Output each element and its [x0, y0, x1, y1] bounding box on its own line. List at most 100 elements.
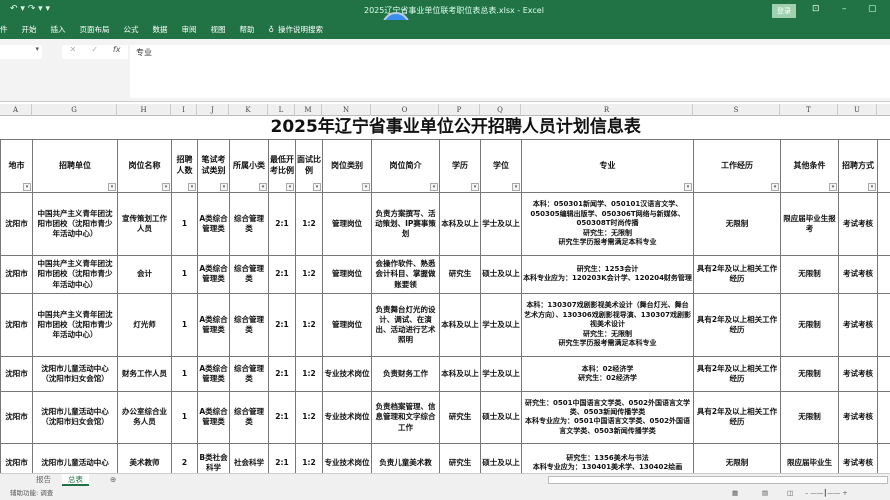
- header-cell[interactable]: 专业 ▾: [521, 138, 694, 193]
- table-cell[interactable]: 无限制: [780, 390, 839, 444]
- table-cell[interactable]: 会操作软件、熟悉会计科目、掌握做账要领: [371, 254, 440, 294]
- tab-home[interactable]: 开始: [21, 25, 37, 34]
- table-cell[interactable]: 沈阳市: [0, 254, 33, 294]
- table-cell[interactable]: 1: [171, 191, 198, 256]
- table-cell[interactable]: 负责财务工作: [371, 355, 440, 392]
- column-header[interactable]: T: [780, 104, 838, 116]
- column-header[interactable]: G: [32, 104, 117, 116]
- header-cell[interactable]: 学位 ▾: [480, 138, 522, 193]
- filter-dropdown-icon[interactable]: ▾: [868, 182, 876, 191]
- table-cell[interactable]: 限应届毕业生报考: [780, 191, 839, 256]
- header-cell[interactable]: 岗位名称 ▾: [117, 138, 172, 193]
- header-cell[interactable]: 招聘方式 ▾: [838, 138, 878, 193]
- table-cell[interactable]: 无限制: [693, 191, 781, 256]
- table-cell[interactable]: 2:1: [268, 390, 296, 444]
- header-cell[interactable]: 面试比例 ▾: [295, 138, 323, 193]
- filter-dropdown-icon[interactable]: ▾: [259, 182, 267, 191]
- table-cell[interactable]: 研究生：1356美术与书法 本科专业应为：130401美术学、130402绘画: [521, 442, 694, 473]
- header-cell[interactable]: 学历 ▾: [439, 138, 481, 193]
- column-header[interactable]: U: [838, 104, 877, 116]
- table-cell[interactable]: 本科：02经济学 研究生：02经济学: [521, 355, 694, 392]
- table-cell[interactable]: 1:2: [295, 254, 323, 294]
- table-cell[interactable]: 硕士及以上: [480, 442, 522, 473]
- column-header[interactable]: P: [439, 104, 480, 116]
- table-cell[interactable]: A类综合管理类: [197, 191, 230, 256]
- table-cell[interactable]: 无限制: [780, 355, 839, 392]
- tab-help[interactable]: 帮助: [239, 25, 255, 34]
- sheet-tab-summary[interactable]: 总表: [62, 474, 89, 486]
- table-cell[interactable]: 灯光师: [117, 292, 172, 357]
- sheet-tab-report[interactable]: 报告: [36, 475, 51, 484]
- table-cell[interactable]: 2:1: [268, 355, 296, 392]
- name-box[interactable]: ▾: [0, 45, 42, 59]
- table-cell[interactable]: A类综合管理类: [197, 254, 230, 294]
- filter-dropdown-icon[interactable]: ▾: [162, 182, 170, 191]
- column-header[interactable]: K: [229, 104, 268, 116]
- table-cell[interactable]: 1: [171, 292, 198, 357]
- table-cell[interactable]: 硕士及以上: [480, 390, 522, 444]
- header-cell[interactable]: 最低开考比例 ▾: [268, 138, 296, 193]
- table-cell[interactable]: 研究生: [439, 254, 481, 294]
- table-cell[interactable]: 综合管理类: [229, 292, 269, 357]
- column-header[interactable]: N: [322, 104, 371, 116]
- table-cell[interactable]: 研究生: [439, 442, 481, 473]
- login-button[interactable]: 登录: [772, 4, 796, 18]
- table-cell[interactable]: 无限制: [780, 292, 839, 357]
- column-header[interactable]: L: [268, 104, 295, 116]
- table-cell[interactable]: 本科及以上: [439, 191, 481, 256]
- fx-icon[interactable]: fx: [112, 45, 121, 54]
- tab-insert[interactable]: 插入: [50, 25, 66, 34]
- table-cell[interactable]: 社会科学: [229, 442, 269, 473]
- table-cell[interactable]: 1:2: [295, 292, 323, 357]
- table-cell[interactable]: 本科：130307戏剧影视美术设计（舞台灯光、舞台艺术方向）、130306戏剧影…: [521, 292, 694, 357]
- table-cell[interactable]: 沈阳市: [0, 191, 33, 256]
- filter-dropdown-icon[interactable]: ▾: [313, 182, 321, 191]
- add-sheet-icon[interactable]: ⊕: [110, 475, 117, 484]
- tab-review[interactable]: 审阅: [181, 25, 197, 34]
- table-cell[interactable]: 沈阳市: [0, 442, 33, 473]
- column-header[interactable]: I: [171, 104, 197, 116]
- column-header[interactable]: Q: [480, 104, 521, 116]
- column-header[interactable]: H: [117, 104, 171, 116]
- normal-view-icon[interactable]: ▦: [732, 489, 739, 497]
- filter-dropdown-icon[interactable]: ▾: [362, 182, 370, 191]
- table-cell[interactable]: 学士及以上: [480, 355, 522, 392]
- zoom-slider[interactable]: – ——┃—— +: [805, 489, 848, 497]
- table-cell[interactable]: 研究生：1253会计 本科专业应为：120203K会计学、120204财务管理: [521, 254, 694, 294]
- table-cell[interactable]: 1: [171, 254, 198, 294]
- tab-formulas[interactable]: 公式: [123, 25, 139, 34]
- table-cell[interactable]: 考试考核: [838, 191, 878, 256]
- header-cell[interactable]: 招聘单位 ▾: [32, 138, 118, 193]
- table-cell[interactable]: 沈阳市: [0, 292, 33, 357]
- table-cell[interactable]: 专业技术岗位: [322, 442, 372, 473]
- table-cell[interactable]: 考试考核: [838, 254, 878, 294]
- table-cell[interactable]: 综合管理类: [229, 254, 269, 294]
- ribbon-display-icon[interactable]: ⊡: [812, 4, 820, 14]
- header-cell[interactable]: 其他条件 ▾: [780, 138, 839, 193]
- table-cell[interactable]: 无限制: [780, 254, 839, 294]
- header-cell[interactable]: 工作经历 ▾: [693, 138, 781, 193]
- table-cell[interactable]: 2:1: [268, 292, 296, 357]
- table-cell[interactable]: 研究生：0501中国语言文学类、0502外国语言文学类、0503新闻传播学类 本…: [521, 390, 694, 444]
- table-cell[interactable]: 1:2: [295, 355, 323, 392]
- header-cell[interactable]: 笔试考试类别 ▾: [197, 138, 230, 193]
- filter-dropdown-icon[interactable]: ▾: [471, 182, 479, 191]
- enter-icon[interactable]: ✓: [91, 45, 98, 54]
- column-header[interactable]: A: [0, 104, 32, 116]
- restore-icon[interactable]: ▢: [868, 4, 877, 14]
- table-cell[interactable]: 考试考核: [838, 390, 878, 444]
- tab-file[interactable]: 件: [0, 25, 8, 34]
- filter-dropdown-icon[interactable]: ▾: [430, 182, 438, 191]
- header-cell[interactable]: 岗位类别 ▾: [322, 138, 372, 193]
- table-cell[interactable]: 硕士及以上: [480, 254, 522, 294]
- table-cell[interactable]: 2:1: [268, 442, 296, 473]
- table-cell[interactable]: 限应届毕业生: [780, 442, 839, 473]
- table-cell[interactable]: A类综合管理类: [197, 355, 230, 392]
- table-cell[interactable]: 负责方案撰写、活动策划、IP赛事策划: [371, 191, 440, 256]
- table-cell[interactable]: 具有2年及以上相关工作经历: [693, 254, 781, 294]
- filter-dropdown-icon[interactable]: ▾: [108, 182, 116, 191]
- table-cell[interactable]: 负责儿童美术教: [371, 442, 440, 473]
- filter-dropdown-icon[interactable]: ▾: [286, 182, 294, 191]
- table-cell[interactable]: 综合管理类: [229, 355, 269, 392]
- table-cell[interactable]: 1: [171, 355, 198, 392]
